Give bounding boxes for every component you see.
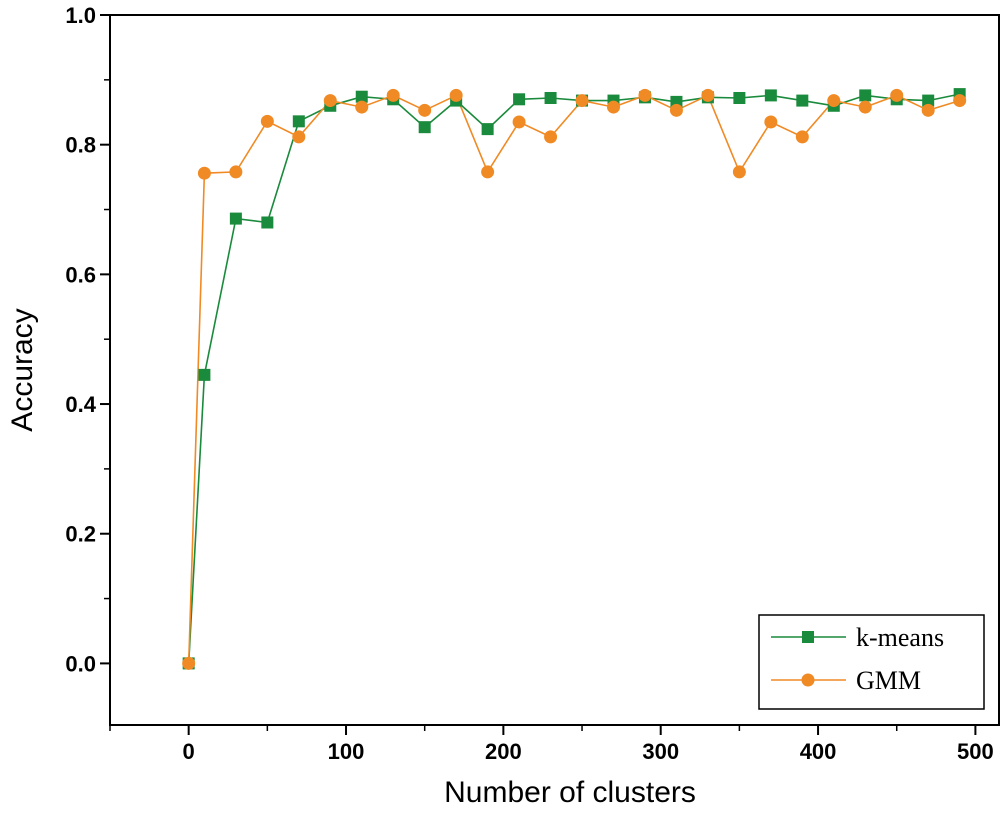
data-point — [481, 123, 494, 136]
x-tick-label: 200 — [485, 739, 522, 764]
data-point — [292, 115, 305, 128]
series-layer — [182, 88, 967, 670]
x-tick-label: 500 — [957, 739, 994, 764]
series-line — [187, 94, 960, 664]
y-tick-label: 0.2 — [65, 522, 96, 547]
data-point — [198, 368, 211, 381]
data-point — [513, 93, 526, 106]
data-point — [229, 165, 243, 179]
data-point — [638, 88, 652, 102]
data-point — [355, 100, 369, 114]
data-point — [418, 103, 432, 117]
y-tick-label: 0.6 — [65, 262, 96, 287]
x-tick-label: 0 — [183, 739, 195, 764]
y-tick-label: 0.8 — [65, 133, 96, 158]
data-point — [796, 94, 809, 107]
data-point — [607, 100, 621, 114]
axis-ticks: 0 100 200 300 400 500 0.0 0.2 0.4 0.6 0.8 1.0 — [65, 3, 993, 764]
data-point — [953, 94, 967, 108]
y-axis-label: Accuracy — [6, 308, 39, 431]
data-point — [182, 656, 196, 670]
data-point — [858, 100, 872, 114]
data-point — [418, 121, 431, 134]
data-point — [292, 130, 306, 144]
legend-box — [758, 614, 985, 710]
data-point — [544, 130, 558, 144]
data-point — [544, 91, 557, 104]
data-point — [261, 216, 274, 229]
data-point — [922, 94, 935, 107]
x-axis-label: Number of clusters — [444, 776, 696, 809]
data-point — [795, 130, 809, 144]
data-point — [323, 94, 337, 108]
legend-marker — [802, 631, 814, 643]
data-point — [575, 94, 589, 108]
legend-label: k-means — [856, 623, 944, 652]
data-point — [890, 88, 904, 102]
x-tick-label: 300 — [642, 739, 679, 764]
data-point — [827, 94, 841, 108]
data-point — [701, 88, 715, 102]
data-point — [732, 165, 746, 179]
y-tick-label: 0.4 — [65, 392, 96, 417]
x-tick-label: 100 — [328, 739, 365, 764]
plot-frame — [109, 14, 1000, 726]
y-tick-label: 0.0 — [65, 651, 96, 676]
data-point — [229, 212, 242, 225]
legend-label: GMM — [856, 666, 921, 695]
data-point — [512, 115, 526, 129]
data-point — [355, 90, 368, 103]
data-point — [197, 166, 211, 180]
data-point — [481, 165, 495, 179]
data-point — [260, 114, 274, 128]
data-point — [764, 115, 778, 129]
data-point — [449, 88, 463, 102]
data-point — [386, 88, 400, 102]
data-point — [859, 89, 872, 102]
data-point — [733, 91, 746, 104]
data-point — [669, 103, 683, 117]
x-tick-label: 400 — [800, 739, 837, 764]
series-line — [187, 93, 960, 664]
y-tick-label: 1.0 — [65, 3, 96, 28]
data-point — [921, 103, 935, 117]
legend: k-means GMM — [758, 614, 985, 710]
data-point — [764, 89, 777, 102]
legend-marker — [801, 673, 815, 687]
